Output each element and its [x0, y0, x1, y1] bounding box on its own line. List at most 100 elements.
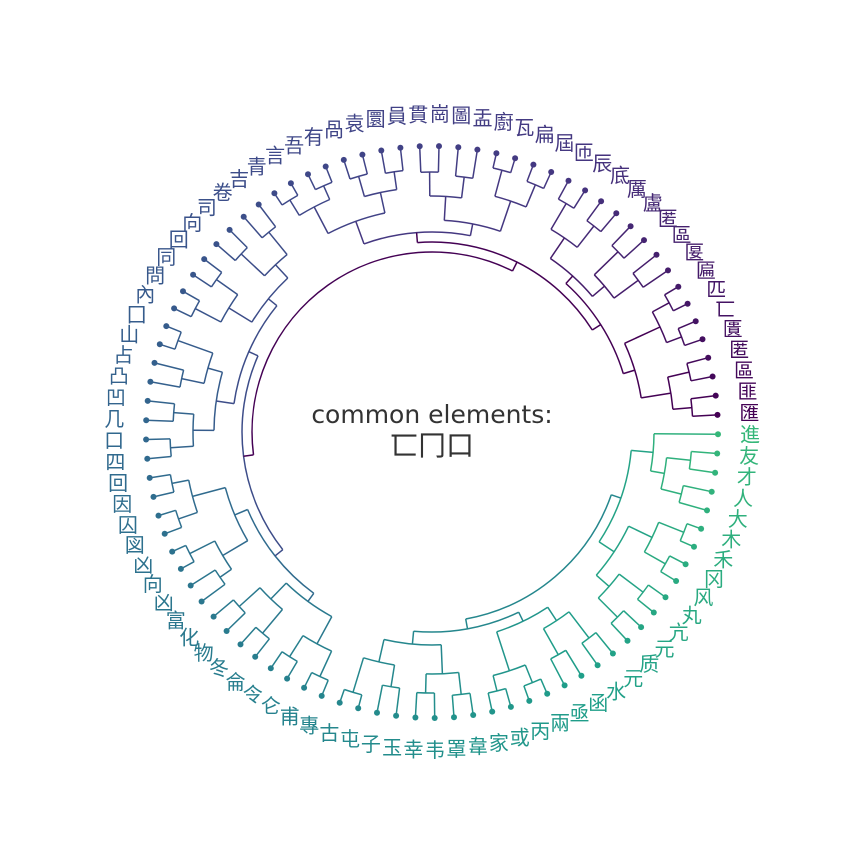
- leaf-label: 才: [737, 465, 757, 489]
- leaf-label: 匿: [658, 207, 678, 231]
- leaf-label: 家: [489, 731, 509, 755]
- leaf-dot: [156, 341, 163, 348]
- dendrogram-branch: [487, 692, 493, 712]
- leaf-dot: [613, 210, 620, 217]
- leaf-dot: [393, 712, 400, 719]
- leaf-dot: [359, 151, 366, 158]
- leaf-label: 古: [319, 721, 339, 745]
- leaf-label: 匿: [729, 337, 749, 361]
- dendrogram-branch: [164, 526, 182, 535]
- dendrogram-branch: [268, 231, 288, 256]
- leaf-dot: [144, 455, 151, 462]
- dendrogram-branch: [178, 511, 198, 520]
- leaf-label: 回: [108, 471, 128, 495]
- leaf-label: 山: [119, 323, 139, 347]
- leaf-label: 凸: [109, 364, 129, 388]
- dendrogram-branch: [232, 599, 246, 614]
- leaf-dot: [151, 359, 158, 366]
- dendrogram-branch: [549, 237, 566, 259]
- dendrogram-branch: [171, 479, 189, 485]
- dendrogram-branch: [623, 610, 642, 628]
- leaf-label: 司: [197, 195, 217, 219]
- dendrogram-branch: [270, 651, 283, 669]
- leaf-dot: [255, 201, 262, 208]
- leaf-dot: [210, 613, 217, 620]
- dendrogram-branch: [216, 278, 239, 296]
- dendrogram-branch: [593, 251, 619, 276]
- leaf-dot: [650, 609, 657, 616]
- dendrogram-branch: [686, 363, 692, 381]
- leaf-label: 亢: [669, 621, 689, 645]
- dendrogram-branch: [395, 687, 401, 716]
- dendrogram-branch: [624, 326, 661, 344]
- leaf-label: 几: [104, 407, 124, 431]
- dendrogram-branch: [241, 355, 284, 551]
- dendrogram-branch: [595, 632, 614, 654]
- leaf-label: 匪: [737, 380, 757, 404]
- leaf-dot: [624, 637, 631, 644]
- leaf-label: 圖: [451, 103, 471, 127]
- leaf-dot: [143, 436, 150, 443]
- leaf-dot: [675, 283, 682, 290]
- dendrogram-branch: [146, 438, 171, 441]
- leaf-label: 凶: [154, 591, 174, 615]
- leaf-dot: [565, 177, 572, 184]
- leaf-label: 廚: [494, 110, 514, 134]
- dendrogram-branch: [499, 200, 512, 232]
- dendrogram-branch: [154, 362, 184, 371]
- dendrogram-branch: [557, 180, 570, 200]
- leaf-label: 匹: [706, 277, 726, 301]
- dendrogram-branch: [343, 159, 351, 180]
- dendrogram-branch: [683, 484, 712, 493]
- dendrogram-branch: [215, 243, 236, 262]
- leaf-dot: [699, 336, 706, 343]
- leaf-label: 有: [304, 125, 324, 149]
- leaf-dot: [474, 146, 481, 153]
- leaf-label: 匸: [715, 297, 735, 321]
- leaf-label: 屆: [555, 131, 575, 155]
- dendrogram-branch: [642, 269, 669, 288]
- leaf-label: 袁: [345, 112, 365, 136]
- dendrogram-branch: [650, 470, 665, 475]
- leaf-dots: [143, 143, 721, 721]
- leaf-dot: [240, 213, 247, 220]
- dendrogram-branch: [454, 147, 460, 177]
- leaf-dot: [397, 144, 404, 151]
- dendrogram-branch: [214, 569, 226, 585]
- leaf-label: 吉: [229, 167, 249, 191]
- leaf-label: 凶: [133, 553, 153, 577]
- leaf-label: 化: [179, 625, 199, 649]
- dendrogram-branch: [586, 220, 602, 233]
- leaf-label: 図: [125, 533, 145, 557]
- leaf-dot: [412, 714, 419, 721]
- dendrogram-branch: [173, 307, 192, 318]
- leaf-label: 匾: [696, 258, 716, 282]
- dendrogram-branch: [677, 320, 696, 330]
- leaf-label: 貫: [408, 102, 428, 126]
- leaf-dot: [673, 578, 680, 584]
- leaf-label: 质: [639, 652, 659, 676]
- dendrogram-branch: [636, 584, 650, 600]
- leaf-dot: [322, 163, 329, 170]
- dendrogram-branch: [637, 598, 655, 614]
- leaf-dot: [709, 373, 716, 380]
- dendrogram-branch: [415, 232, 419, 243]
- dendrogram-branch: [573, 190, 586, 209]
- dendrogram-branch: [457, 672, 462, 695]
- leaf-label: 向: [182, 211, 202, 235]
- leaf-label: 區: [672, 223, 692, 247]
- dendrogram-branch: [147, 455, 172, 460]
- leaf-dot: [526, 697, 533, 704]
- dendrogram-branch: [549, 257, 593, 297]
- dendrogram-branch: [469, 223, 474, 236]
- leaf-label: 甫: [280, 704, 300, 728]
- dendrogram-branch: [319, 650, 333, 677]
- dendrogram-branch: [210, 271, 223, 288]
- dendrogram-branch: [613, 279, 639, 299]
- leaf-dot: [698, 525, 705, 532]
- dendrogram-branch: [437, 146, 440, 173]
- dendrogram-branch: [666, 456, 691, 462]
- leaf-dot: [705, 354, 712, 361]
- dendrogram-branch: [170, 445, 194, 449]
- leaf-dot: [451, 714, 457, 721]
